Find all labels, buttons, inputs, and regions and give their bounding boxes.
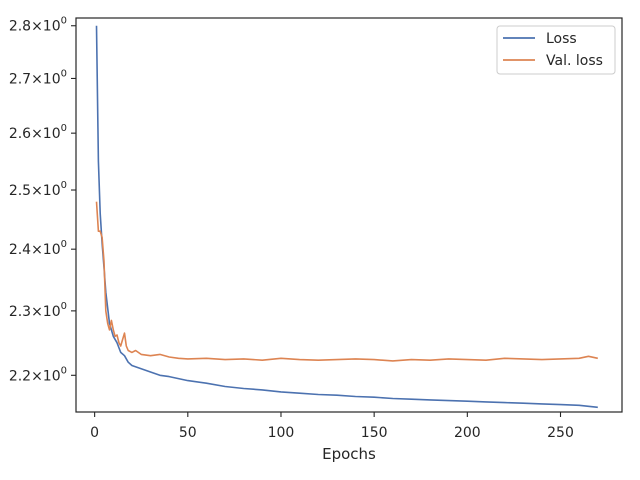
x-axis-label: Epochs: [322, 445, 376, 463]
y-tick-label: 2.2×100: [9, 365, 67, 384]
y-tick-label: 2.8×100: [9, 16, 67, 35]
y-tick-label: 2.6×100: [9, 123, 67, 142]
x-tick-label: 50: [179, 425, 197, 441]
y-tick-label: 2.3×100: [9, 301, 67, 320]
x-tick-label: 150: [361, 425, 388, 441]
x-axis: 0 50 100 150 200 250: [90, 412, 574, 441]
y-axis: 2.2×100 2.3×100 2.4×100 2.5×100 2.6×100 2.7×1…: [9, 16, 76, 384]
plot-area: [75, 17, 623, 413]
x-tick-label: 0: [90, 425, 99, 441]
series-line-loss: [95, 25, 598, 409]
x-tick-label: 250: [547, 425, 574, 441]
legend-label-val-loss: Val. loss: [546, 53, 603, 69]
series-line-val-loss: [95, 201, 598, 362]
legend: Loss Val. loss: [496, 25, 616, 75]
y-tick-label: 2.4×100: [9, 239, 67, 258]
y-tick-label: 2.5×100: [9, 180, 67, 199]
y-tick-label: 2.7×100: [9, 68, 67, 87]
x-tick-label: 100: [268, 425, 295, 441]
legend-label-loss: Loss: [546, 31, 577, 47]
series-layer: [95, 25, 598, 409]
x-tick-label: 200: [454, 425, 481, 441]
